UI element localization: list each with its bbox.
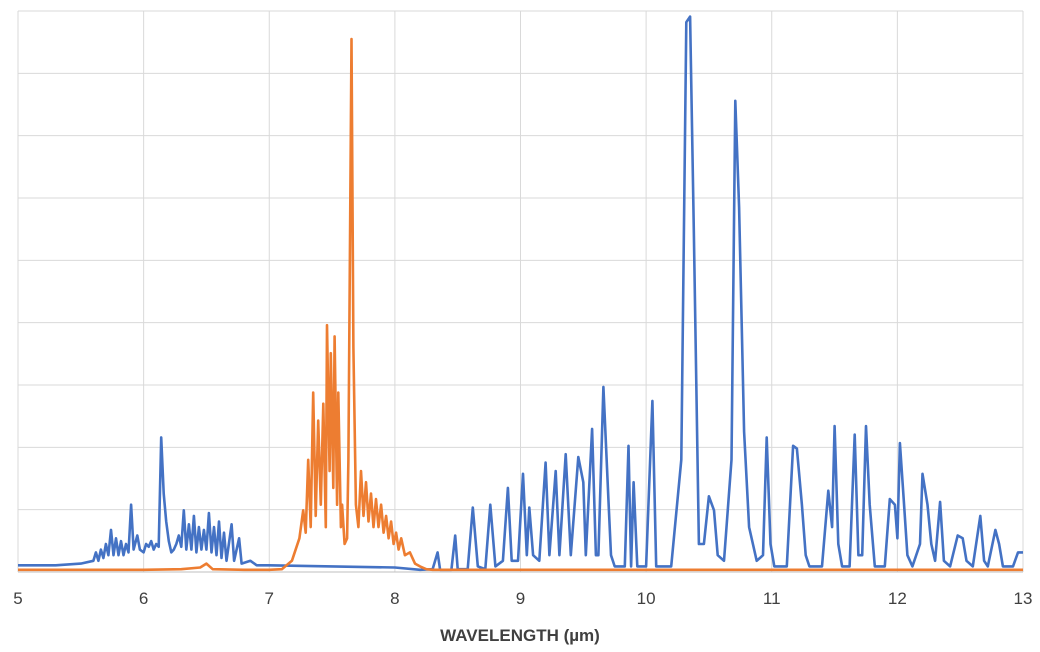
x-tick-label: 13 <box>1014 589 1033 608</box>
series-lines <box>18 15 1023 572</box>
x-tick-label: 12 <box>888 589 907 608</box>
x-tick-label: 6 <box>139 589 148 608</box>
x-tick-label: 10 <box>637 589 656 608</box>
x-tick-label: 9 <box>516 589 525 608</box>
x-tick-label: 7 <box>265 589 274 608</box>
series-line-2 <box>18 37 1023 572</box>
x-tick-label: 5 <box>13 589 22 608</box>
gridlines <box>17 10 1024 573</box>
tick-labels: 5 6 7 8 9 10 11 12 13 <box>13 589 1032 608</box>
x-tick-label: 11 <box>763 589 781 608</box>
x-axis-title: WAVELENGTH (µm) <box>440 626 600 645</box>
x-tick-label: 8 <box>390 589 399 608</box>
series-line-1 <box>18 15 1023 572</box>
